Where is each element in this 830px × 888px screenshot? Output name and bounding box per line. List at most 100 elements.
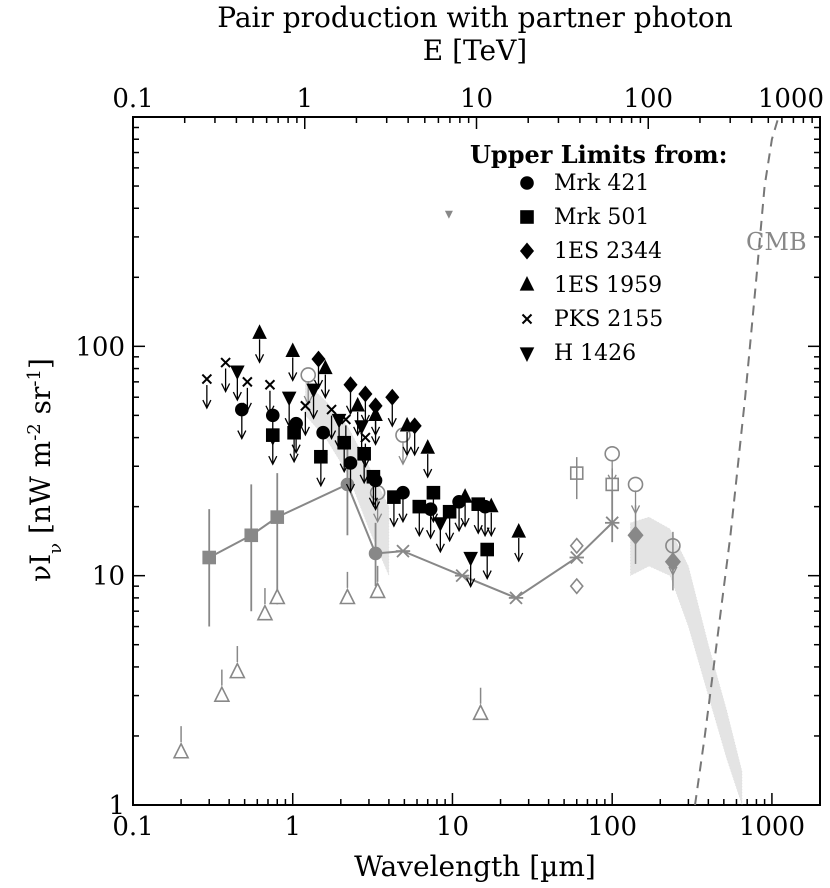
y-axis-label: νIν [nW m-2 sr-1] <box>24 358 66 582</box>
upper-limit-arrow <box>345 468 356 494</box>
measurement-point <box>270 510 285 524</box>
upper-limit-arrow <box>237 415 247 441</box>
upper-limit-triangle-up <box>399 416 415 432</box>
upper-limit-square <box>442 504 457 519</box>
upper-limit-triangle-up <box>420 439 436 454</box>
arrow-head <box>284 417 294 428</box>
y-tick-label: 100 <box>75 332 125 362</box>
legend-entry-label: PKS 2155 <box>554 307 663 332</box>
upper-limit-triangle-up <box>252 324 267 339</box>
cross-stroke <box>201 373 213 385</box>
y-label-exp2: -1 <box>24 369 45 387</box>
arrow-head <box>339 463 349 474</box>
upper-limit-arrow <box>460 503 470 528</box>
arrow-head <box>265 405 275 416</box>
cross-stroke <box>340 414 352 425</box>
legend-entry-label: Mrk 421 <box>554 171 649 196</box>
cross-stroke <box>220 357 231 368</box>
upper-limit-arrow <box>308 395 319 420</box>
legend-title: Upper Limits from: <box>470 140 727 169</box>
upper-limit-triangle-down <box>230 365 245 381</box>
upper-limit-arrow <box>339 448 349 474</box>
upper-limit-triangle-down <box>433 517 448 532</box>
measurement-point <box>202 550 217 565</box>
upper-limit-arrow <box>414 512 424 538</box>
upper-limit-square <box>265 428 280 442</box>
upper-limit-arrow <box>368 482 378 508</box>
upper-limit-arrow <box>410 431 420 457</box>
cross-stroke <box>326 404 337 415</box>
upper-limit-arrow <box>435 528 445 554</box>
upper-limit-cross <box>360 432 371 443</box>
upper-limit-square <box>287 425 301 440</box>
upper-limit-triangle-down <box>306 383 321 399</box>
measurement-point <box>508 591 524 605</box>
upper-limit-open-circle <box>300 367 317 383</box>
x-tick-label: 1000 <box>739 812 805 842</box>
upper-limit-diamond <box>311 350 326 368</box>
lower-limit-triangle <box>172 741 190 759</box>
upper-limit-arrow <box>387 403 397 428</box>
y-label-exp1: -2 <box>24 423 45 441</box>
measurement-point <box>604 516 620 530</box>
upper-limit-arrow <box>268 441 278 466</box>
cmb-label: CMB <box>746 228 807 256</box>
arrow-head <box>486 527 496 538</box>
lower-limit-triangle <box>339 587 356 605</box>
data-layer <box>172 116 780 806</box>
arrow-head <box>308 409 319 420</box>
arrow-head <box>435 543 445 554</box>
arrow-head <box>320 389 330 400</box>
arrow-head <box>326 430 337 441</box>
arrow-head <box>341 440 351 450</box>
lower-limit-triangle <box>256 603 274 621</box>
upper-limit-arrow <box>514 538 524 563</box>
upper-limit-cross <box>242 376 253 388</box>
legend: Upper Limits from:Mrk 421 Mrk 501 1ES 2344… <box>470 140 727 366</box>
arrow-head <box>268 455 278 466</box>
arrow-head <box>445 532 455 543</box>
upper-limit-arrow <box>316 462 326 488</box>
upper-limit-square <box>471 497 486 511</box>
x-tick-label: 1 <box>284 812 301 842</box>
measurement-point <box>244 528 259 543</box>
arrow-head <box>482 570 492 580</box>
upper-limit-arrow <box>428 498 439 524</box>
upper-limit-arrow <box>373 498 383 524</box>
cross-stroke <box>242 376 253 388</box>
arrow-head <box>402 446 412 457</box>
y-label-mid: sr <box>24 386 57 423</box>
arrow-head <box>316 477 326 488</box>
arrow-head <box>221 383 231 393</box>
upper-limit-square <box>426 485 441 500</box>
upper-limit-diamond <box>385 388 400 406</box>
measurement-point <box>454 569 470 583</box>
x-tick-label: 10 <box>436 812 469 842</box>
x-tick-label: 0.1 <box>112 812 153 842</box>
upper-limit-triangle-down <box>463 551 478 567</box>
arrow-head <box>373 513 383 524</box>
upper-limit-arrow <box>398 498 408 524</box>
arrow-head <box>387 417 397 428</box>
grey-diamond <box>627 525 644 545</box>
cmb-curve <box>694 116 780 806</box>
upper-limit-square <box>314 449 328 464</box>
y-label-end: ] <box>24 358 57 369</box>
upper-limit-arrow <box>466 563 476 588</box>
upper-limit-square <box>412 499 427 514</box>
upper-limit-arrow <box>284 403 294 428</box>
upper-limit-arrow <box>334 425 344 450</box>
y-label-sub: ν <box>45 543 66 554</box>
upper-limit-arrow <box>398 441 408 466</box>
arrow-head <box>237 430 247 441</box>
grey-diamond <box>664 552 681 572</box>
cross-stroke <box>264 379 276 390</box>
upper-limit-arrow <box>202 385 212 410</box>
upper-limit-triangle-up <box>457 488 473 503</box>
top-tick-label: 1 <box>296 84 313 114</box>
upper-limit-circle <box>316 425 330 440</box>
upper-limit-arrow <box>486 512 496 538</box>
upper-limit-arrow <box>357 431 367 457</box>
upper-limit-cross <box>201 373 213 385</box>
